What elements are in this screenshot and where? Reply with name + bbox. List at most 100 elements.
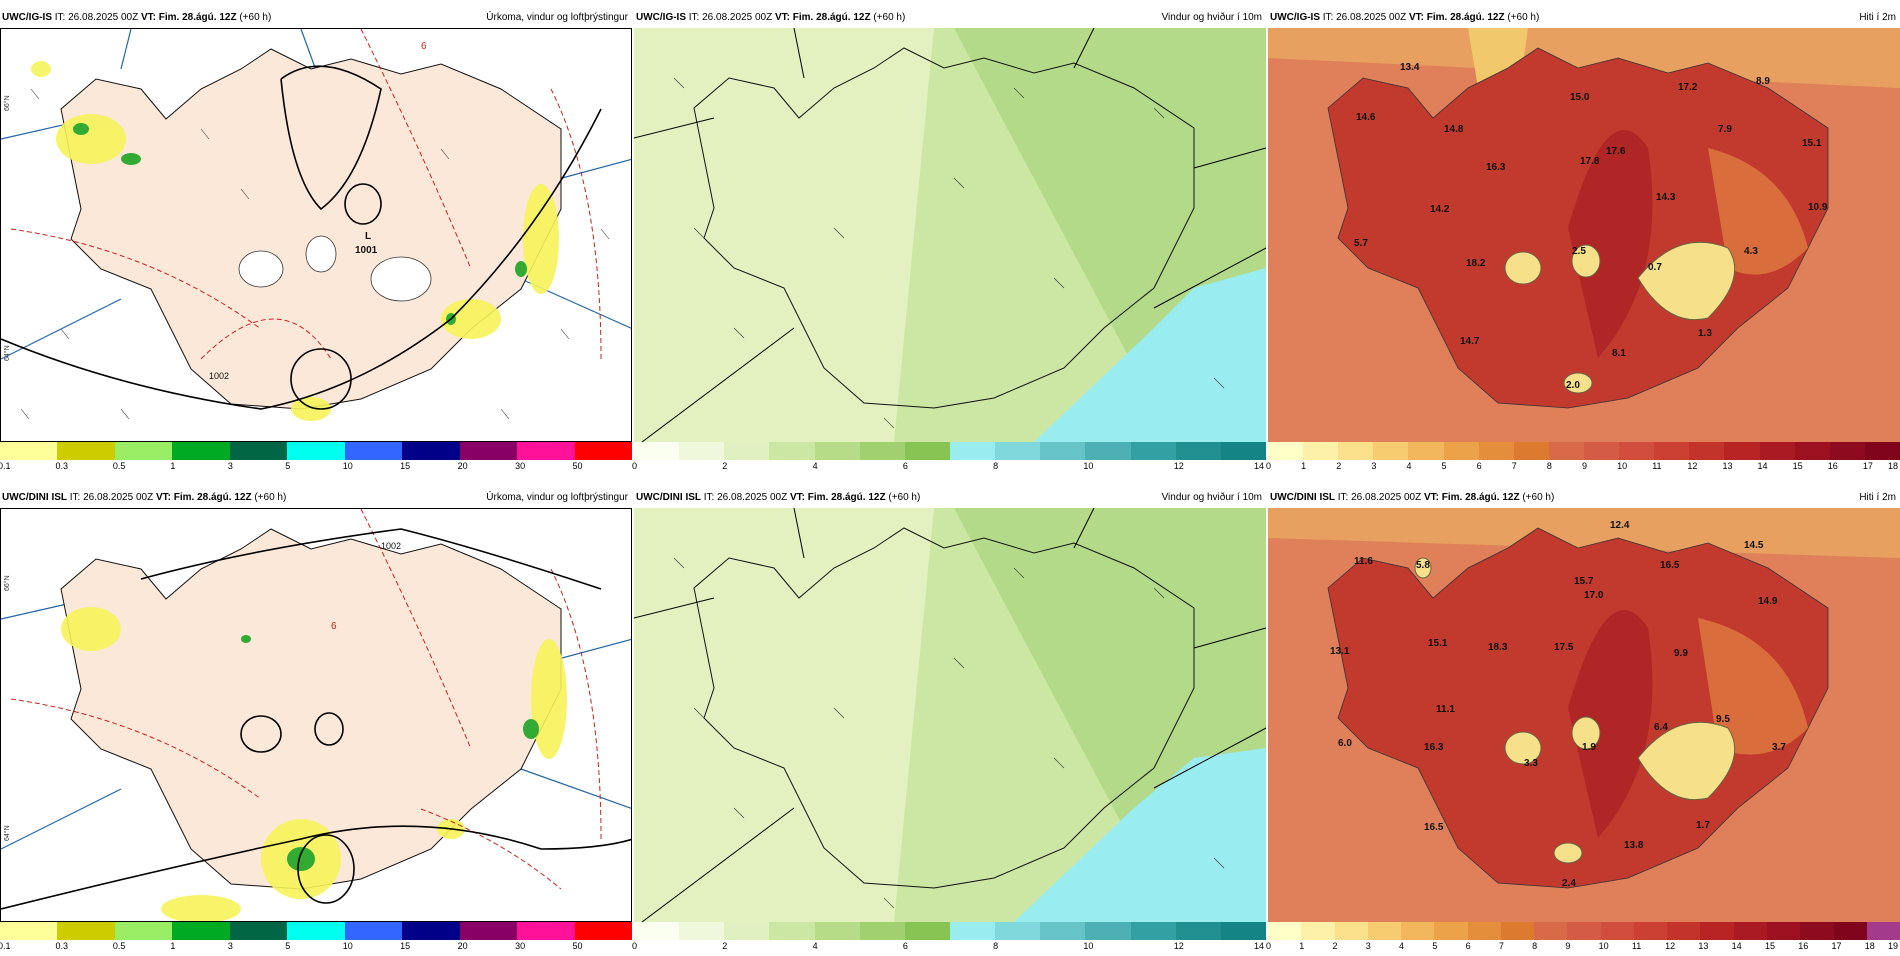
- temperature-label: 10.9: [1808, 202, 1828, 213]
- panel-title: Hiti í 2m: [1859, 492, 1896, 503]
- temperature-label: 3.3: [1524, 758, 1538, 769]
- colorbar-segment: [517, 922, 575, 940]
- temperature-label: 1.3: [1698, 328, 1712, 339]
- colorbar-segment: [1130, 922, 1176, 940]
- precip-map[interactable]: L 1001 1002 6 66°N 64°N: [0, 28, 632, 442]
- colorbar-segment: [679, 922, 725, 940]
- colorbar-segment: [1866, 922, 1900, 940]
- temperature-label: 2.4: [1562, 878, 1576, 889]
- colorbar-segment: [1794, 442, 1830, 460]
- colorbar-segment: [1338, 442, 1374, 460]
- colorbar-tick: 8: [1532, 941, 1538, 951]
- colorbar-tick: 19: [1888, 941, 1899, 951]
- lat-label-66: 66°N: [3, 575, 11, 591]
- colorbar-segment: [287, 922, 345, 940]
- temperature-label: 5.8: [1416, 560, 1430, 571]
- colorbar-tick: 1: [1299, 941, 1305, 951]
- colorbar-tick: 3: [1371, 461, 1377, 471]
- colorbar-tick: 6: [902, 461, 908, 471]
- temp-colorbar-ticks: 0 1 2 3 4 5 6 7 8 9 10 11 12 13 14 15 16 17 18: [1266, 460, 1900, 474]
- temperature-label: 14.3: [1656, 192, 1676, 203]
- colorbar-tick: 14: [1731, 941, 1742, 951]
- colorbar-segment: [995, 922, 1041, 940]
- colorbar-segment: [1534, 922, 1568, 940]
- temp-map[interactable]: 12.4 11.6 5.8 15.7 17.0 16.5 14.5 14.9 13.1 15.1 1…: [1268, 508, 1900, 922]
- colorbar-tick: 8: [993, 941, 999, 951]
- temp-colorbar: [1268, 442, 1900, 460]
- colorbar-tick: 10: [342, 941, 353, 951]
- colorbar-tick: 7: [1498, 941, 1504, 951]
- colorbar-tick: 9: [1582, 461, 1588, 471]
- colorbar-tick: 12: [1665, 941, 1676, 951]
- colorbar-segment: [814, 442, 860, 460]
- colorbar-tick: 2: [722, 461, 728, 471]
- colorbar-tick: 17: [1862, 461, 1873, 471]
- colorbar-segment: [287, 442, 345, 460]
- colorbar-segment: [679, 442, 725, 460]
- colorbar-segment: [1303, 442, 1339, 460]
- colorbar-segment: [1478, 442, 1514, 460]
- temperature-label: 16.5: [1424, 822, 1444, 833]
- isobar-label: 1002: [381, 541, 401, 551]
- temperature-label: 12.4: [1610, 520, 1630, 531]
- colorbar-segment: [634, 442, 680, 460]
- colorbar-segment: [1467, 922, 1501, 940]
- colorbar-segment: [1268, 442, 1304, 460]
- colorbar-tick: 0.3: [55, 461, 68, 471]
- colorbar-segment: [1040, 922, 1086, 940]
- colorbar-segment: [1733, 922, 1767, 940]
- temperature-label: 5.7: [1354, 238, 1368, 249]
- precip-colorbar-ticks: 0.1 0.3 0.5 1 3 5 10 15 20 30 50: [0, 940, 632, 954]
- colorbar-tick: 4: [1399, 941, 1405, 951]
- colorbar-segment: [859, 922, 905, 940]
- temperature-label: 14.5: [1744, 540, 1764, 551]
- colorbar-segment: [114, 922, 173, 940]
- glacier-drangajokull: [1414, 557, 1432, 579]
- colorbar-tick: 0.3: [55, 941, 68, 951]
- wind-panel-ig: UWC/IG-IS IT: 26.08.2025 00Z VT: Fim. 28…: [632, 8, 1266, 476]
- temp-map[interactable]: 13.4 14.6 14.8 16.3 17.8 15.0 17.2 8.9 7.9 15.1 17…: [1268, 28, 1900, 442]
- colorbar-segment: [1689, 442, 1725, 460]
- isobar-label: 1002: [209, 371, 229, 381]
- colorbar-segment: [114, 442, 173, 460]
- panel-title: Vindur og hviður í 10m: [1161, 492, 1262, 503]
- vt-label: VT:: [140, 12, 156, 23]
- colorbar-tick: 16: [1827, 461, 1838, 471]
- colorbar-segment: [1724, 442, 1760, 460]
- glacier-vatnajokull: [1637, 241, 1736, 321]
- colorbar-segment: [1085, 922, 1131, 940]
- wind-colorbar: [634, 922, 1266, 940]
- temperature-label: 15.7: [1574, 576, 1594, 587]
- wind-map[interactable]: [634, 508, 1266, 922]
- lat-label-66: 66°N: [3, 95, 11, 111]
- init-time: 26.08.2025 00Z: [702, 12, 773, 23]
- colorbar-tick: 0: [1266, 461, 1272, 471]
- colorbar-tick: 15: [1764, 941, 1775, 951]
- colorbar-tick: 13: [1722, 461, 1733, 471]
- colorbar-tick: 14: [1254, 941, 1265, 951]
- colorbar-segment: [344, 922, 403, 940]
- colorbar-segment: [1334, 922, 1368, 940]
- colorbar-segment: [1268, 922, 1302, 940]
- lead-time: (+60 h): [888, 492, 921, 503]
- colorbar-tick: 11: [1652, 461, 1662, 471]
- colorbar-tick: 10: [342, 461, 353, 471]
- init-time: 26.08.2025 00Z: [1336, 12, 1407, 23]
- model-name: UWC/DINI ISL: [1270, 492, 1335, 503]
- colorbar-segment: [769, 922, 815, 940]
- colorbar-tick: 0: [632, 461, 638, 471]
- colorbar-segment: [57, 922, 115, 940]
- temperature-label: 15.1: [1802, 138, 1822, 149]
- valid-time: Fim. 28.ágú. 12Z: [1441, 492, 1520, 503]
- colorbar-tick: 17: [1831, 941, 1842, 951]
- temperature-label: 14.8: [1444, 124, 1464, 135]
- temperature-label: 17.8: [1580, 156, 1600, 167]
- glacier-vatnajokull: [1637, 721, 1736, 801]
- precip-panel-ig: UWC/IG-IS IT: 26.08.2025 00Z VT: Fim. 28…: [0, 8, 632, 476]
- colorbar-segment: [1513, 442, 1549, 460]
- it-label: IT:: [688, 12, 700, 23]
- temperature-label: 14.9: [1758, 596, 1778, 607]
- colorbar-tick: 16: [1798, 941, 1809, 951]
- wind-map[interactable]: [634, 28, 1266, 442]
- precip-map[interactable]: 1002 6 66°N 64°N: [0, 508, 632, 922]
